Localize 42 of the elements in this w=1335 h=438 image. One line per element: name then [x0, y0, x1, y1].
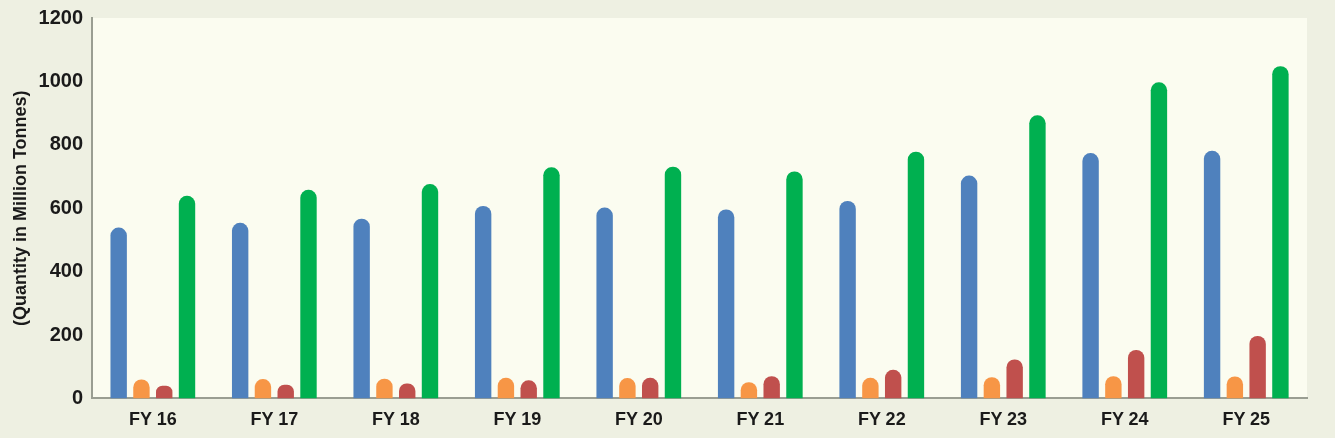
- bar: [300, 189, 317, 399]
- bar: [1272, 66, 1289, 399]
- bar: [596, 207, 613, 399]
- x-tick-label: FY 18: [371, 409, 420, 430]
- x-tick-label: FY 22: [857, 409, 906, 430]
- bar: [664, 166, 682, 399]
- y-tick-label: 1000: [38, 68, 84, 91]
- bar: [1029, 115, 1046, 399]
- bar: [1150, 82, 1168, 399]
- bar: [178, 195, 196, 399]
- x-tick-label: FY 23: [979, 409, 1028, 430]
- y-axis-title: (Quantity in Million Tonnes): [9, 90, 30, 327]
- bar: [1082, 153, 1099, 399]
- x-tick-label: FY 16: [128, 409, 177, 430]
- y-tick-label: 400: [49, 259, 84, 282]
- bar: [907, 151, 925, 399]
- bar: [960, 175, 978, 399]
- y-tick-label: 1200: [38, 5, 84, 28]
- x-tick-label: FY 20: [614, 409, 663, 430]
- bar: [717, 209, 735, 399]
- y-tick-label: 800: [49, 132, 84, 155]
- bar: [786, 171, 803, 399]
- bar: [839, 200, 856, 399]
- bar: [1203, 150, 1221, 399]
- x-tick-label: FY 25: [1222, 409, 1271, 430]
- y-tick-label: 200: [49, 322, 84, 345]
- bar: [231, 222, 249, 399]
- bar: [884, 369, 902, 399]
- bar: [543, 167, 560, 399]
- bar: [421, 184, 439, 399]
- bar: [110, 227, 127, 399]
- bar: [1006, 359, 1023, 399]
- y-tick-label: 600: [49, 195, 84, 218]
- y-tick-label: 0: [71, 385, 84, 408]
- x-tick-label: FY 21: [736, 409, 785, 430]
- x-tick-label: FY 19: [493, 409, 542, 430]
- x-tick-label: FY 24: [1100, 409, 1149, 430]
- bar: [353, 218, 370, 399]
- x-tick-label: FY 17: [250, 409, 299, 430]
- bar: [1127, 349, 1145, 399]
- bar: [1249, 335, 1266, 399]
- bar: [474, 205, 492, 399]
